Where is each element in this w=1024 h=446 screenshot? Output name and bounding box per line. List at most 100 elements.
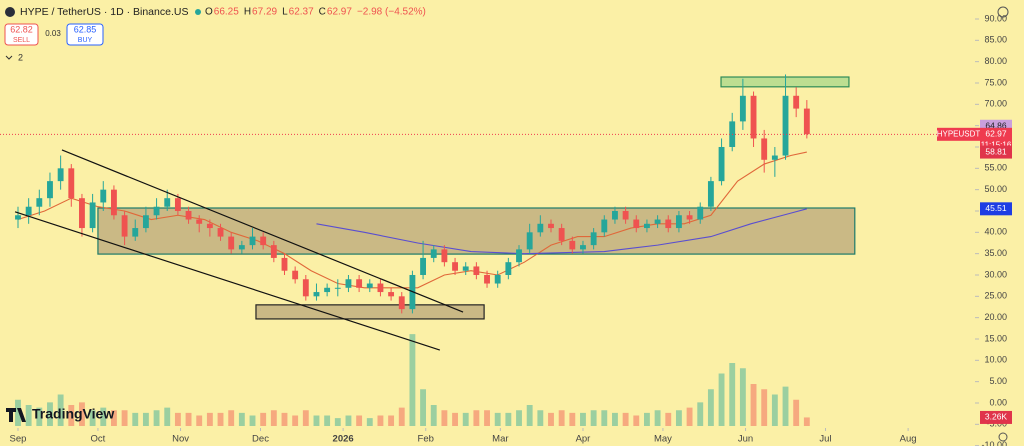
settings-icon[interactable] bbox=[997, 6, 1009, 18]
candle-body bbox=[739, 95, 746, 122]
candle-body bbox=[132, 228, 139, 237]
y-tick-label: 25.00 bbox=[984, 291, 1007, 301]
x-tick-label: Jun bbox=[738, 434, 753, 445]
volume-bar bbox=[196, 415, 203, 426]
plot-area bbox=[0, 74, 975, 426]
y-tick-label: 50.00 bbox=[984, 184, 1007, 194]
volume-bar bbox=[142, 412, 149, 426]
volume-bar bbox=[57, 394, 64, 426]
volume-bar bbox=[409, 334, 416, 426]
volume-badge bbox=[980, 410, 1012, 424]
volume-bar bbox=[377, 415, 384, 426]
candle-body bbox=[238, 245, 245, 250]
volume-bar bbox=[398, 407, 405, 426]
volume-bar bbox=[494, 412, 501, 426]
volume-bar bbox=[185, 412, 192, 426]
volume-bar bbox=[771, 394, 778, 426]
volume-bar bbox=[217, 412, 224, 426]
price-badge-label: 64.86 bbox=[985, 121, 1007, 131]
overlay: HYPE / TetherUS · 1D · Binance.US O 66.25… bbox=[4, 6, 1009, 442]
x-tick-label: Apr bbox=[576, 434, 591, 445]
candle-body bbox=[420, 257, 427, 275]
candle-body bbox=[644, 223, 650, 229]
symbol-badge-label: HYPEUSDT bbox=[937, 129, 981, 138]
candle-body bbox=[675, 215, 682, 229]
candle-body bbox=[494, 274, 501, 284]
volume-bar bbox=[516, 410, 522, 426]
x-tick-label: Oct bbox=[91, 434, 106, 445]
y-tick-label: 15.00 bbox=[984, 333, 1007, 343]
candle-body bbox=[25, 206, 32, 216]
volume-bar bbox=[633, 415, 640, 426]
volume-bar bbox=[15, 399, 21, 426]
candle-body bbox=[686, 215, 693, 220]
volume-bar bbox=[345, 415, 352, 426]
candle-body bbox=[68, 168, 75, 199]
candle-body bbox=[697, 206, 704, 220]
x-tick-label: Mar bbox=[492, 434, 508, 445]
ohlc: O 66.25 H 67.29 L 62.37 C 62.97 −2.98 (−4.52%) bbox=[205, 7, 426, 18]
y-tick-label: -10.00 bbox=[981, 440, 1007, 446]
volume-bar bbox=[452, 412, 458, 426]
volume-bar bbox=[260, 412, 267, 426]
x-tick-label: Sep bbox=[10, 434, 27, 445]
volume-bar bbox=[548, 412, 554, 426]
candle-body bbox=[612, 210, 618, 220]
volume-bar bbox=[558, 410, 565, 426]
candle-body bbox=[537, 223, 544, 233]
candle-body bbox=[473, 266, 480, 275]
volume-bar bbox=[121, 410, 128, 426]
volume-bar bbox=[228, 410, 235, 426]
volume-bar bbox=[334, 418, 341, 426]
volume-bar bbox=[430, 405, 437, 426]
candle-body bbox=[281, 257, 288, 271]
x-tick-label: Feb bbox=[418, 434, 434, 445]
ohlc-key: L bbox=[282, 7, 288, 18]
volume-bar bbox=[79, 402, 85, 426]
volume-bar bbox=[366, 418, 373, 426]
volume-bar bbox=[302, 410, 309, 426]
candle-body bbox=[516, 249, 522, 263]
volume-bar bbox=[526, 405, 533, 426]
volume-bar bbox=[612, 412, 618, 426]
volume-bar bbox=[441, 410, 448, 426]
candle-body bbox=[15, 215, 21, 220]
candle-body bbox=[398, 296, 405, 310]
candle-body bbox=[36, 198, 43, 207]
volume-bar bbox=[473, 410, 480, 426]
trend-line bbox=[61, 149, 464, 313]
candle-body bbox=[292, 270, 299, 280]
x-tick-label: May bbox=[654, 434, 672, 445]
candle-body bbox=[707, 181, 714, 207]
candle-body bbox=[121, 215, 128, 237]
volume-bar bbox=[580, 412, 586, 426]
ohlc-key: H bbox=[244, 7, 251, 18]
volume-bar bbox=[420, 389, 427, 426]
volume-bar bbox=[281, 412, 288, 426]
sell-button[interactable] bbox=[4, 23, 39, 46]
sell-price[interactable]: 62.82 bbox=[10, 24, 33, 34]
settings-icon[interactable] bbox=[998, 432, 1008, 442]
candle-body bbox=[217, 228, 224, 237]
candle-body bbox=[718, 146, 725, 182]
candle-body bbox=[57, 168, 64, 182]
volume-bar bbox=[803, 417, 810, 426]
price-badge bbox=[980, 202, 1012, 216]
candle-body bbox=[505, 262, 512, 275]
buy-price[interactable]: 62.85 bbox=[74, 24, 97, 34]
sell-label[interactable]: SELL bbox=[13, 37, 30, 44]
volume-bar bbox=[484, 410, 490, 426]
candle-body bbox=[633, 219, 640, 229]
candle-body bbox=[665, 219, 672, 229]
volume-bar bbox=[707, 389, 714, 426]
spread: 0.03 bbox=[45, 29, 61, 38]
candle-body bbox=[185, 210, 192, 220]
volume-bar bbox=[505, 412, 512, 426]
indicator-count[interactable]: 2 bbox=[18, 52, 23, 62]
buy-button[interactable] bbox=[66, 23, 104, 46]
candle-body bbox=[324, 287, 331, 293]
volume-bar bbox=[238, 412, 245, 426]
collapse-icon[interactable] bbox=[5, 55, 13, 60]
buy-label[interactable]: BUY bbox=[78, 37, 93, 44]
